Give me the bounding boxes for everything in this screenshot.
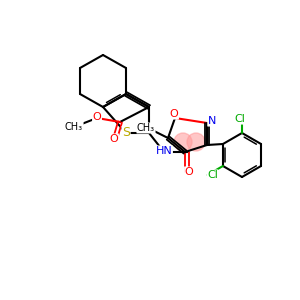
Text: O: O — [110, 134, 118, 144]
Text: O: O — [184, 167, 194, 177]
Circle shape — [187, 133, 205, 151]
Text: O: O — [169, 109, 178, 119]
Text: HN: HN — [156, 146, 172, 156]
Text: Cl: Cl — [207, 170, 218, 180]
Text: O: O — [70, 122, 78, 132]
Text: CH₃: CH₃ — [65, 122, 83, 132]
Circle shape — [174, 133, 192, 151]
Text: CH₃: CH₃ — [137, 123, 155, 133]
Text: O: O — [93, 112, 101, 122]
Text: Cl: Cl — [235, 114, 245, 124]
Text: N: N — [208, 116, 216, 126]
Text: S: S — [122, 127, 130, 140]
